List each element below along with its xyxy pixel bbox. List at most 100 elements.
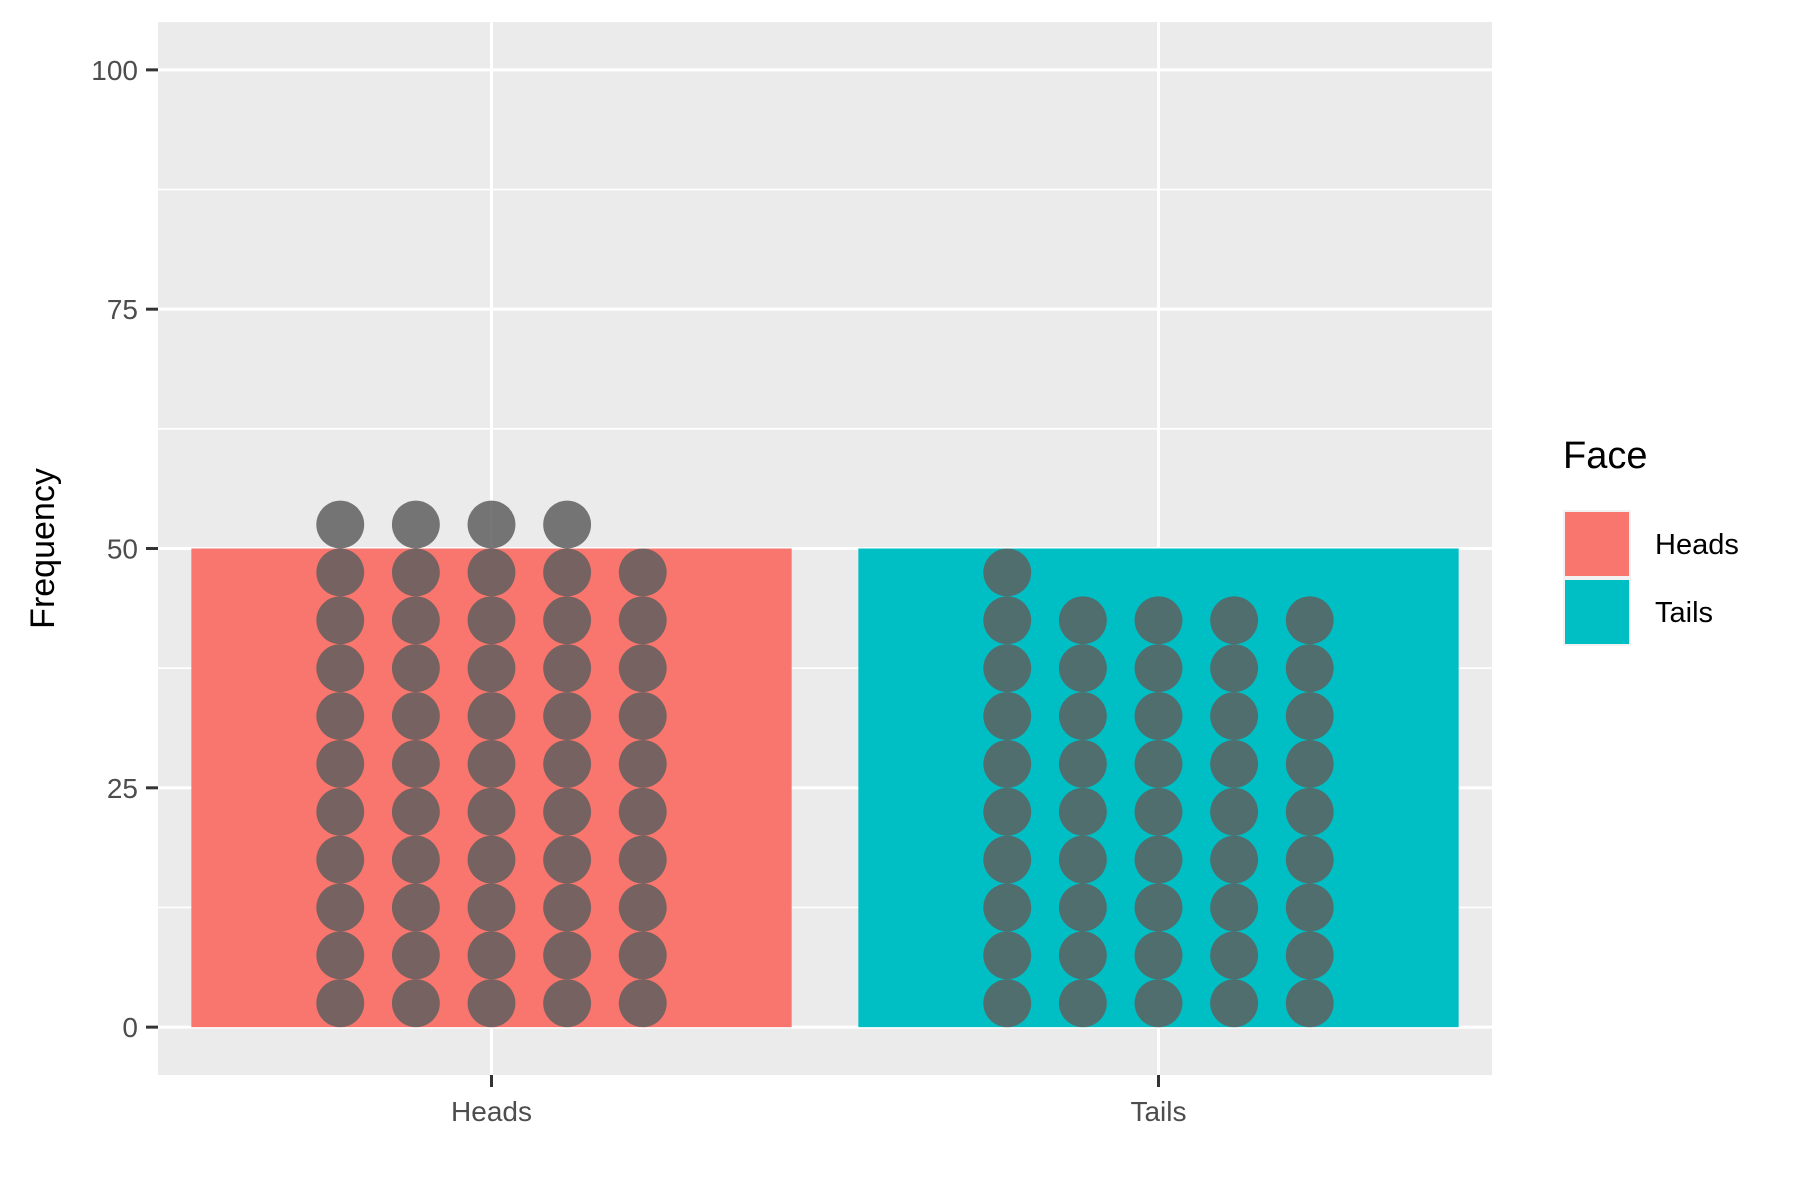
dot xyxy=(1285,835,1334,884)
dot xyxy=(467,835,516,884)
dot xyxy=(618,835,667,884)
dot xyxy=(391,739,440,788)
dot xyxy=(391,596,440,645)
dot xyxy=(618,644,667,693)
dot xyxy=(983,644,1032,693)
dot xyxy=(618,692,667,740)
dot xyxy=(543,596,592,645)
dot xyxy=(1058,644,1107,693)
dot xyxy=(1134,644,1183,693)
dot xyxy=(316,883,365,932)
dot xyxy=(391,979,440,1028)
dot xyxy=(618,596,667,645)
y-axis-title: Frequency xyxy=(24,468,62,629)
dot xyxy=(618,883,667,932)
dot xyxy=(1210,644,1259,693)
dot xyxy=(983,883,1032,932)
y-tick-label: 0 xyxy=(122,1012,138,1043)
dot xyxy=(1285,979,1334,1028)
dot xyxy=(1210,835,1259,884)
dot xyxy=(1058,596,1107,645)
dot xyxy=(1134,739,1183,788)
dot xyxy=(391,835,440,884)
y-tick-label: 100 xyxy=(91,55,138,86)
dot xyxy=(543,931,592,980)
dot xyxy=(316,835,365,884)
legend-label: Heads xyxy=(1655,529,1739,561)
dot xyxy=(316,644,365,693)
dot xyxy=(316,979,365,1028)
dot xyxy=(618,931,667,980)
dot xyxy=(391,548,440,597)
legend-key-heads xyxy=(1565,512,1629,576)
dot xyxy=(1058,835,1107,884)
dot xyxy=(543,787,592,836)
dot xyxy=(1285,596,1334,645)
dot xyxy=(543,739,592,788)
dot xyxy=(391,692,440,740)
dot xyxy=(1134,883,1183,932)
dot xyxy=(467,883,516,932)
legend-title: Face xyxy=(1563,435,1647,477)
dot xyxy=(1210,692,1259,740)
x-tick-label: Heads xyxy=(451,1096,532,1127)
dot xyxy=(983,931,1032,980)
dot xyxy=(391,931,440,980)
dot xyxy=(467,644,516,693)
dot xyxy=(316,596,365,645)
dot xyxy=(1058,692,1107,740)
dot xyxy=(1058,883,1107,932)
dot xyxy=(391,883,440,932)
axes: 0 25 50 75 100 Heads Tails xyxy=(91,55,1186,1127)
dot xyxy=(1134,692,1183,740)
dot xyxy=(1134,931,1183,980)
dot xyxy=(1058,979,1107,1028)
dot xyxy=(467,739,516,788)
dot xyxy=(1210,931,1259,980)
dot xyxy=(983,835,1032,884)
dot xyxy=(983,979,1032,1028)
dot xyxy=(1210,739,1259,788)
dot xyxy=(1285,787,1334,836)
dot xyxy=(983,692,1032,740)
dot xyxy=(467,500,516,549)
dot xyxy=(618,739,667,788)
dot xyxy=(1210,596,1259,645)
dot xyxy=(618,979,667,1028)
dot xyxy=(1058,787,1107,836)
dot xyxy=(543,644,592,693)
dot xyxy=(316,739,365,788)
dot xyxy=(467,979,516,1028)
dot xyxy=(467,931,516,980)
dot xyxy=(1134,835,1183,884)
dot xyxy=(1285,644,1334,693)
dot xyxy=(983,739,1032,788)
dot xyxy=(543,979,592,1028)
y-tick-label: 75 xyxy=(107,294,138,325)
dot xyxy=(983,596,1032,645)
legend-label: Tails xyxy=(1655,597,1713,629)
dot xyxy=(543,692,592,740)
dot xyxy=(316,692,365,740)
dot xyxy=(1210,883,1259,932)
dot xyxy=(1210,787,1259,836)
dot xyxy=(316,500,365,549)
legend-key-tails xyxy=(1565,580,1629,644)
legend: Face Heads Tails xyxy=(1563,435,1739,646)
dot xyxy=(1285,883,1334,932)
dot xyxy=(391,644,440,693)
dot xyxy=(316,787,365,836)
dot xyxy=(543,883,592,932)
dot xyxy=(467,596,516,645)
dot xyxy=(1058,931,1107,980)
dot xyxy=(1210,979,1259,1028)
dot xyxy=(467,692,516,740)
dot xyxy=(467,548,516,597)
dot xyxy=(467,787,516,836)
dot xyxy=(618,787,667,836)
dot xyxy=(391,787,440,836)
dot xyxy=(1058,739,1107,788)
dot xyxy=(1134,787,1183,836)
dot xyxy=(983,787,1032,836)
